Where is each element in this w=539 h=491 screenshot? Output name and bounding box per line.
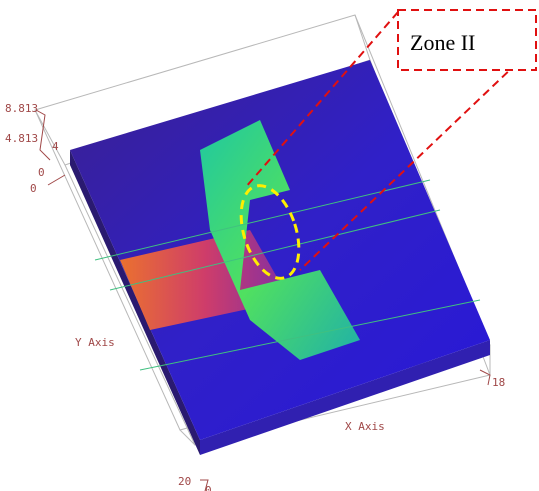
y-axis-title: Y Axis [75, 336, 115, 349]
scene: Zone II 8.813 4.813 4 0 0 Y Axis X Axis … [0, 0, 539, 491]
z-label: 0 [30, 182, 37, 195]
x-axis-title: X Axis [345, 420, 385, 433]
y-end-label: 20 [178, 475, 191, 488]
z-label: 0 [38, 166, 45, 179]
z-label: 4 [52, 140, 59, 153]
z-label: 8.813 [5, 102, 38, 115]
x-end-label: 18 [492, 376, 505, 389]
z-label: 4.813 [5, 132, 38, 145]
zone-label: Zone II [410, 30, 475, 55]
top-face [70, 60, 490, 440]
